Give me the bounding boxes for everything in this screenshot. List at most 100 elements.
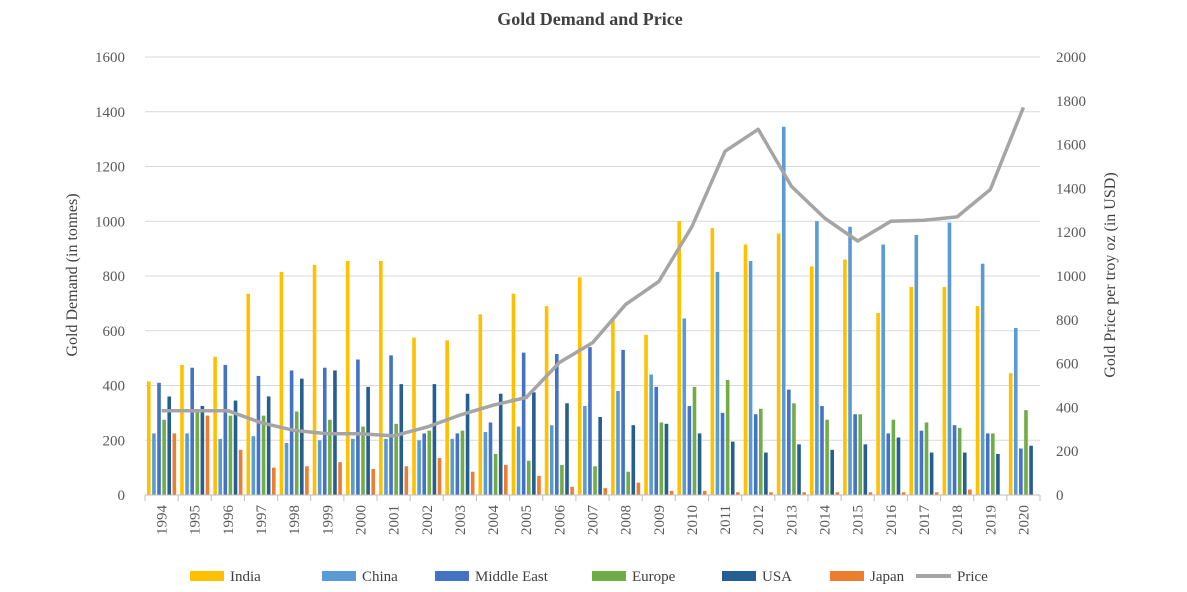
bar-middle-east xyxy=(223,364,228,495)
bar-middle-east xyxy=(356,359,360,495)
bar-india xyxy=(180,364,184,495)
y2-tick-label: 800 xyxy=(1056,313,1079,329)
bar-usa xyxy=(399,384,404,495)
legend-label-china: China xyxy=(362,569,398,585)
bar-middle-east xyxy=(952,425,957,495)
bar-india xyxy=(909,286,914,495)
bar-china xyxy=(251,436,256,495)
bar-usa xyxy=(631,425,636,495)
bar-india xyxy=(710,228,715,495)
bar-china xyxy=(649,374,653,495)
bar-usa xyxy=(532,392,536,495)
legend-label-usa: USA xyxy=(762,569,792,585)
bar-india xyxy=(379,260,383,495)
bar-usa xyxy=(498,393,503,495)
price-line xyxy=(161,106,1026,438)
x-tick-label: 2001 xyxy=(387,505,403,535)
bar-usa xyxy=(929,452,934,495)
bar-europe xyxy=(162,419,166,495)
bar-india xyxy=(279,271,284,495)
bar-europe xyxy=(294,411,299,495)
x-tick-label: 1999 xyxy=(320,505,336,535)
x-tick-label: 2015 xyxy=(851,505,867,535)
bar-middle-east xyxy=(555,354,559,495)
bar-usa xyxy=(1029,445,1033,495)
bar-china xyxy=(218,438,223,495)
bar-india xyxy=(478,314,483,495)
bar-middle-east xyxy=(1019,448,1023,495)
bar-china xyxy=(815,221,819,495)
y2-axis-label: Gold Price per troy oz (in USD) xyxy=(1102,172,1119,377)
y-axis-label: Gold Demand (in tonnes) xyxy=(64,193,81,356)
bar-india xyxy=(1008,373,1013,495)
bar-japan xyxy=(769,492,773,495)
bar-china xyxy=(351,438,355,495)
bar-india xyxy=(942,286,947,495)
bar-india xyxy=(776,233,781,495)
legend-swatch-middle-east xyxy=(435,571,469,581)
bar-japan xyxy=(404,466,409,495)
x-tick-label: 2011 xyxy=(718,505,734,534)
bar-japan xyxy=(437,458,442,495)
bar-usa xyxy=(200,406,205,495)
y2-tick-label: 1000 xyxy=(1056,269,1086,285)
bar-japan xyxy=(271,467,276,495)
bar-china xyxy=(881,244,885,495)
bar-japan xyxy=(669,490,674,495)
bar-japan xyxy=(570,486,574,495)
bar-japan xyxy=(305,466,309,495)
bar-middle-east xyxy=(389,355,393,495)
legend: India China Middle East Europe USA Japan Price xyxy=(190,569,988,585)
bar-europe xyxy=(626,471,630,495)
legend-label-europe: Europe xyxy=(632,569,676,585)
y2-tick-label: 200 xyxy=(1056,444,1079,460)
bar-europe xyxy=(460,430,465,495)
bar-india xyxy=(412,337,416,495)
bar-usa xyxy=(565,403,569,495)
bar-china xyxy=(1013,328,1018,495)
bar-china xyxy=(748,260,753,495)
x-tick-label: 1998 xyxy=(287,505,303,535)
y2-tick-label: 1200 xyxy=(1056,225,1086,241)
bar-europe xyxy=(593,466,597,495)
legend-label-japan: Japan xyxy=(870,569,905,585)
bar-china xyxy=(284,442,289,495)
bar-middle-east xyxy=(787,389,791,495)
bar-usa xyxy=(432,384,437,495)
bar-usa xyxy=(233,400,238,495)
bar-japan xyxy=(238,449,243,495)
bar-japan xyxy=(736,492,740,495)
bar-india xyxy=(876,312,880,495)
bar-europe xyxy=(1024,410,1028,495)
bar-middle-east xyxy=(256,375,261,495)
bar-china xyxy=(682,318,687,495)
bar-usa xyxy=(863,444,868,495)
legend-swatch-india xyxy=(190,571,224,581)
bar-middle-east xyxy=(621,349,625,495)
bar-japan xyxy=(537,475,541,495)
y-tick-label: 1400 xyxy=(95,105,125,121)
bar-europe xyxy=(394,423,398,495)
bar-usa xyxy=(266,396,271,495)
legend-swatch-usa xyxy=(722,571,756,581)
x-tick-label: 2000 xyxy=(353,505,369,535)
bar-middle-east xyxy=(455,433,460,495)
x-tick-label: 2014 xyxy=(818,505,834,536)
bar-usa xyxy=(797,444,801,495)
legend-label-india: India xyxy=(230,569,261,585)
y2-tick-label: 2000 xyxy=(1056,50,1086,66)
bar-japan xyxy=(702,490,707,495)
bar-middle-east xyxy=(521,352,526,495)
bar-china xyxy=(980,263,985,495)
bar-middle-east xyxy=(289,370,294,495)
bar-china xyxy=(450,438,455,495)
x-tick-label: 2002 xyxy=(420,505,436,535)
bar-middle-east xyxy=(157,382,161,495)
bar-japan xyxy=(901,492,906,495)
bar-japan xyxy=(603,488,608,495)
bar-middle-east xyxy=(687,406,692,495)
bar-usa xyxy=(764,452,768,495)
x-tick-label: 1996 xyxy=(221,505,237,536)
bar-middle-east xyxy=(919,430,924,495)
bar-japan xyxy=(338,462,342,495)
